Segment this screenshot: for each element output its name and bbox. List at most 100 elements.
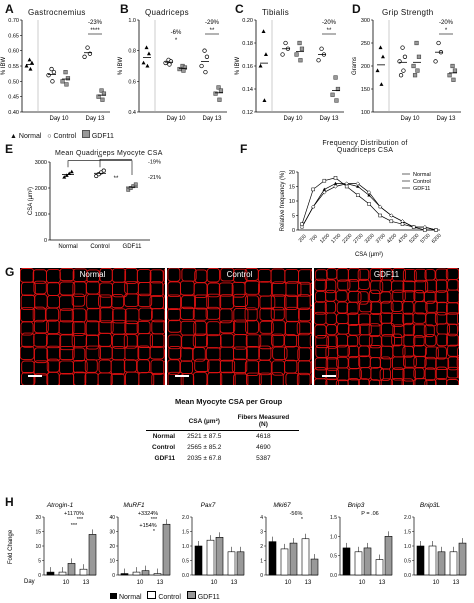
- cell-outline: [207, 372, 223, 385]
- annotation: *: [153, 529, 156, 535]
- point-control: [322, 190, 327, 195]
- y-tick-label: 10: [289, 199, 295, 205]
- cell-outline: [59, 334, 75, 351]
- cell-outline: [123, 359, 137, 373]
- bar: [236, 551, 245, 576]
- cell-outline: [179, 280, 195, 296]
- cell-outline: [181, 334, 196, 350]
- cell-outline: [167, 319, 182, 333]
- cell-outline: [246, 372, 262, 385]
- y-tick-label: 1.0: [182, 544, 189, 550]
- table-corner: [146, 412, 182, 431]
- point-gdf11: [333, 75, 338, 80]
- point-normal: [261, 29, 266, 33]
- cell-outline: [112, 333, 128, 349]
- cell-outline: [20, 345, 35, 360]
- cell-outline: [97, 372, 113, 385]
- cell-outline: [112, 308, 127, 324]
- cell-outline: [368, 379, 381, 385]
- point-gdf11: [133, 182, 138, 187]
- point-normal: [379, 82, 384, 86]
- annotation: -56%: [290, 511, 303, 517]
- cell-outline: [112, 281, 128, 298]
- point-gdf11: [378, 213, 382, 218]
- point-normal: [141, 60, 146, 65]
- cell-outline: [424, 356, 437, 370]
- cell-outline: [206, 334, 222, 349]
- bar: [437, 551, 446, 576]
- cell-outline: [358, 313, 371, 326]
- scatter-chart-d: 300 250 200 150 100 Grams Day 10 Day 13 -20% *: [352, 18, 461, 122]
- point-control: [85, 45, 90, 50]
- gene-title: Bnip3L: [420, 502, 441, 509]
- cell-outline: [424, 290, 436, 304]
- cell-outline: [336, 313, 349, 325]
- legend-control: Control: [53, 133, 77, 140]
- cell-outline: [325, 312, 337, 325]
- cell-outline: [138, 307, 153, 321]
- legend-normal-swatch: [110, 593, 117, 599]
- point-control: [299, 224, 305, 230]
- cell-outline: [163, 268, 165, 283]
- cell-outline: [315, 269, 328, 282]
- x-tick-label: 3700: [375, 232, 387, 244]
- point-normal: [367, 193, 371, 197]
- scale-bar: [28, 375, 42, 377]
- x-label-10: 10: [137, 580, 144, 586]
- legend-label: GDF11: [413, 186, 430, 192]
- y-tick-label: 0.45: [8, 95, 19, 101]
- cell-outline: [137, 293, 153, 307]
- x-tick-label: 4700: [397, 232, 409, 244]
- y-tick-label: 2.0: [182, 515, 189, 521]
- point-gdf11: [344, 184, 349, 189]
- cell-outline: [167, 334, 182, 350]
- micrograph-gdf11: GDF11: [314, 268, 459, 385]
- y-tick-label: 15: [35, 530, 41, 536]
- point-control: [101, 168, 106, 173]
- cell-outline: [125, 371, 140, 385]
- point-control: [51, 69, 57, 75]
- legend-normal: Normal: [18, 133, 42, 140]
- point-gdf11: [64, 82, 69, 87]
- cell-outline: [446, 323, 458, 337]
- y-tick-label: 3: [260, 530, 263, 536]
- cell-outline: [205, 347, 221, 361]
- point-gdf11: [65, 76, 71, 81]
- cell-outline: [59, 281, 76, 296]
- y-tick-label: 0: [260, 573, 263, 579]
- csa-scatter-e: 3000 2000 1000 0 CSA (µm²) Normal Control GDF11…: [28, 156, 161, 250]
- cell-outline: [167, 371, 184, 385]
- cell-outline: [192, 347, 206, 362]
- point-control: [311, 204, 316, 209]
- row-group: Control: [152, 444, 176, 451]
- point-gdf11: [297, 40, 302, 46]
- point-control: [389, 213, 394, 218]
- cell-outline: [149, 281, 164, 298]
- x-label-10: 10: [285, 580, 292, 586]
- circle-icon: ○: [47, 133, 52, 140]
- micrograph-control-texture: [167, 268, 312, 385]
- annotation: +154%: [139, 523, 156, 529]
- scatter-panels-abcd: 0.70 0.65 0.60 0.55 0.50 0.45 0.40 % IBW Day 10 D…: [1, 18, 461, 122]
- point-normal: [380, 54, 385, 59]
- y-tick-label: 1: [260, 559, 263, 565]
- cell-outline: [272, 346, 288, 360]
- cell-outline: [446, 366, 459, 379]
- panel-c-letter: C: [235, 2, 244, 16]
- y-tick-label: 0.50: [8, 79, 19, 85]
- cell-outline: [219, 294, 235, 310]
- cell-outline: [163, 295, 165, 311]
- cell-outline: [245, 334, 262, 348]
- micrograph-normal: Normal: [20, 268, 165, 385]
- point-gdf11: [63, 70, 68, 75]
- table-row: Control 2565 ± 85.2 4690: [146, 442, 299, 453]
- cell-outline: [436, 333, 448, 347]
- point-gdf11: [367, 202, 371, 206]
- point-normal: [27, 57, 32, 62]
- y-tick-label: 1.5: [404, 530, 411, 536]
- y-axis-label: Grams: [352, 57, 358, 75]
- point-gdf11: [177, 66, 182, 72]
- y-tick-label: 150: [361, 87, 370, 93]
- cell-outline: [33, 319, 49, 334]
- cell-outline: [151, 308, 165, 323]
